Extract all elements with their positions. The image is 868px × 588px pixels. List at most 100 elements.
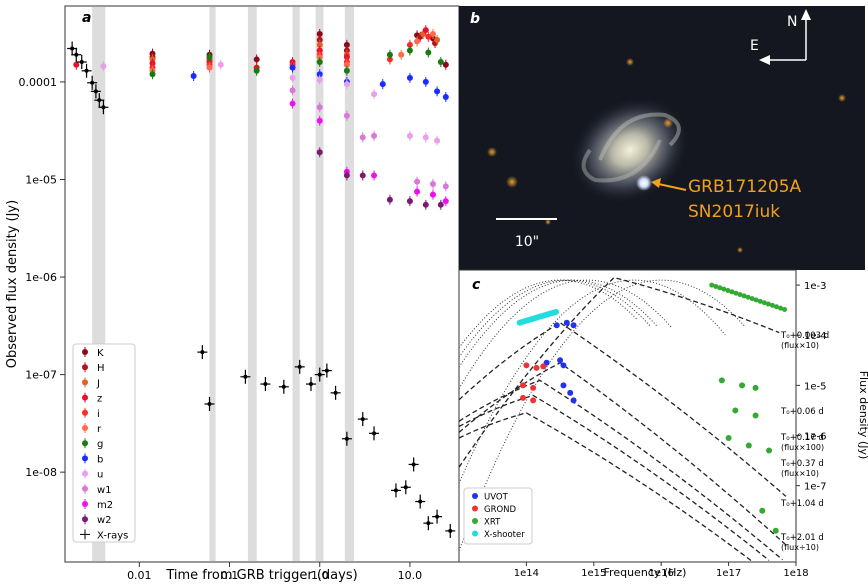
legend-marker xyxy=(82,349,88,355)
sed-point xyxy=(560,382,567,389)
panel-a-label: a xyxy=(82,10,91,26)
point-w2 xyxy=(386,196,393,203)
point-w1 xyxy=(414,178,421,185)
point-x-rays xyxy=(403,485,408,490)
spiral-arm-2 xyxy=(581,139,662,183)
legend-marker xyxy=(82,379,88,386)
point-x-rays xyxy=(297,364,302,369)
panel-c-model-curves xyxy=(458,276,787,562)
point-b xyxy=(289,64,296,71)
legend-marker xyxy=(82,364,88,371)
x-tick-label: 1e16 xyxy=(649,568,674,579)
time-band xyxy=(344,7,355,561)
point-u xyxy=(434,137,441,144)
time-band xyxy=(315,7,324,561)
legend-marker xyxy=(82,425,88,431)
point-z xyxy=(73,61,80,68)
sed-point xyxy=(739,382,746,389)
legend-label: X-rays xyxy=(97,530,128,541)
x-tick-label: 1.0 xyxy=(311,569,329,582)
background-source xyxy=(506,176,518,188)
y-tick-label: 1e-05 xyxy=(25,173,57,186)
sed-point xyxy=(567,389,574,396)
component-curve xyxy=(458,279,638,349)
sed-point xyxy=(721,286,727,292)
point-x-rays xyxy=(308,382,313,387)
panel-b-image: b N E 10" GRB171205A SN2017iuk xyxy=(459,6,865,270)
sed-point xyxy=(729,289,735,295)
legend-label: w2 xyxy=(97,515,112,526)
sed-point xyxy=(732,407,739,414)
component-curve xyxy=(458,279,726,484)
sed-point xyxy=(773,304,779,310)
time-band xyxy=(292,7,300,561)
legend-label: b xyxy=(97,454,103,465)
x-tick-label: 10.0 xyxy=(398,569,423,582)
point-m2 xyxy=(289,100,296,107)
point-u xyxy=(422,134,429,141)
panel-c-axis-ticks: 1e14 1e15 1e16 1e17 1e18 1e-3 1e-4 1e-5 1e-6 1e-7 xyxy=(514,281,827,579)
point-k xyxy=(253,56,260,63)
sed-point xyxy=(570,397,577,404)
legend-label: r xyxy=(97,424,102,435)
sed-point xyxy=(753,297,759,303)
point-x-rays xyxy=(317,372,322,377)
background-source xyxy=(838,94,846,102)
panel-c-ylabel: Flux density (Jy) xyxy=(857,371,868,460)
point-w1 xyxy=(442,183,449,190)
point-g xyxy=(206,54,213,61)
model-curve xyxy=(458,276,780,468)
model-curve xyxy=(458,321,787,497)
point-x-rays xyxy=(426,521,431,526)
sed-point xyxy=(769,302,775,308)
y-tick-label: 1e-6 xyxy=(804,432,827,443)
sed-point xyxy=(766,447,773,454)
sed-point xyxy=(523,362,530,369)
legend-marker xyxy=(82,440,88,447)
legend-label: H xyxy=(97,363,105,374)
point-x-rays xyxy=(411,462,416,467)
sed-point xyxy=(741,293,747,299)
legend-marker xyxy=(82,485,88,492)
sed-point xyxy=(749,296,755,302)
sed-point xyxy=(725,288,731,294)
point-x-rays xyxy=(93,89,98,94)
sed-point xyxy=(570,322,577,329)
point-r xyxy=(398,51,405,58)
background-source xyxy=(737,247,743,253)
point-x-rays xyxy=(372,431,377,436)
compass-n-label: N xyxy=(787,14,797,30)
point-g xyxy=(425,49,432,56)
epoch-scale: (flux×10) xyxy=(781,469,819,478)
y-tick-label: 1e-7 xyxy=(804,482,827,493)
background-source xyxy=(487,147,497,157)
point-x-rays xyxy=(70,46,75,51)
point-j xyxy=(316,41,323,48)
point-x-rays xyxy=(79,60,84,65)
epoch-label: T₀+0.17 d xyxy=(780,433,824,443)
legend-label: i xyxy=(97,409,100,420)
model-curve xyxy=(458,394,770,561)
sed-point xyxy=(752,412,759,419)
point-w1 xyxy=(289,87,296,94)
x-tick-label: 1e15 xyxy=(581,568,606,579)
sed-point xyxy=(772,527,779,534)
sed-point xyxy=(765,301,771,307)
sed-point xyxy=(782,306,788,312)
point-m2 xyxy=(429,191,436,198)
epoch-label: T₀+0.06 d xyxy=(780,407,824,417)
transient-source xyxy=(636,175,652,191)
epoch-label: T₀+1.04 d xyxy=(780,499,824,509)
legend-label: XRT xyxy=(484,518,501,528)
point-r xyxy=(206,64,213,71)
sed-point xyxy=(520,394,527,401)
point-m2 xyxy=(316,117,323,124)
panel-c-sed: 1e14 1e15 1e16 1e17 1e18 1e-3 1e-4 1e-5 1e-6 1e-7… xyxy=(458,269,868,579)
sed-point xyxy=(553,322,560,329)
point-x-rays xyxy=(360,417,365,422)
sed-point xyxy=(777,305,783,311)
legend-label: X-shooter xyxy=(484,530,525,540)
legend-label: u xyxy=(97,470,103,481)
legend-marker xyxy=(82,455,88,462)
spiral-arm xyxy=(598,112,681,161)
